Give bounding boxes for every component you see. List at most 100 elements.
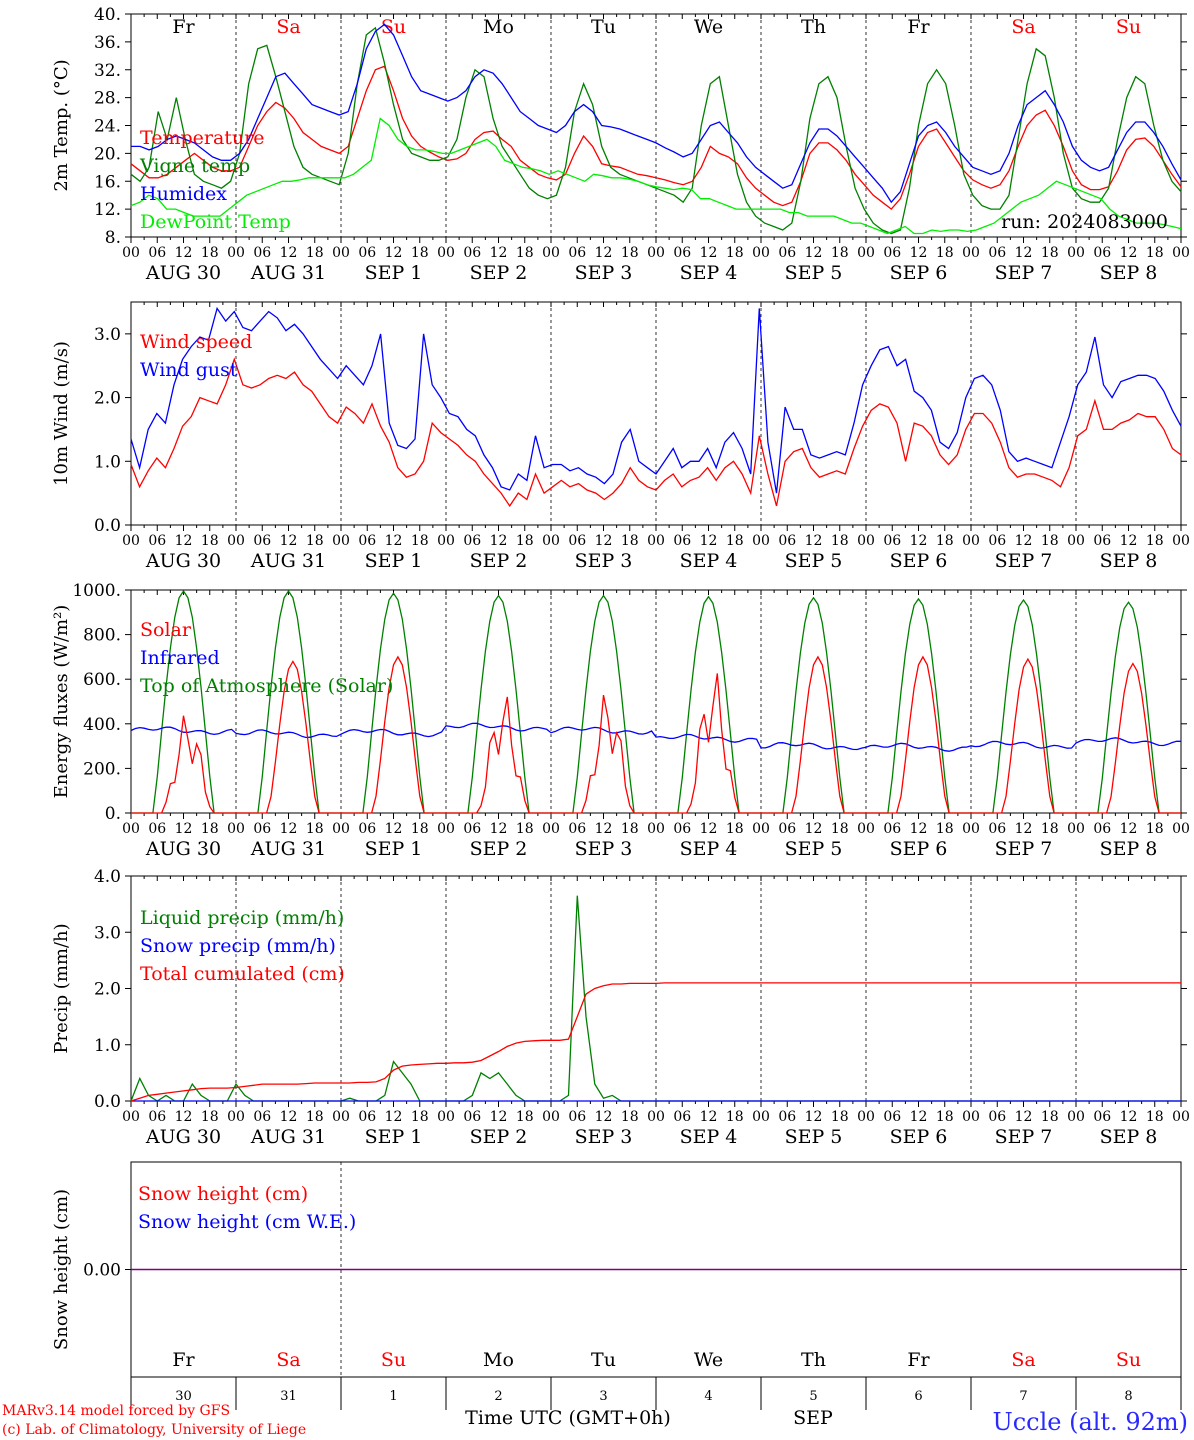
weekday-label: Mo bbox=[483, 16, 514, 38]
x-hour-label: 18 bbox=[936, 245, 954, 261]
y-tick-label: 4.0 bbox=[94, 867, 121, 887]
x-hour-label: 00 bbox=[857, 533, 875, 549]
x-hour-label: 06 bbox=[778, 245, 796, 261]
weekday-label: Su bbox=[381, 1349, 406, 1371]
x-hour-label: 00 bbox=[1067, 821, 1085, 837]
weekday-label: Sa bbox=[276, 1349, 300, 1371]
x-hour-label: 12 bbox=[385, 1109, 403, 1125]
x-hour-label: 12 bbox=[910, 245, 928, 261]
x-hour-label: 18 bbox=[306, 245, 324, 261]
weekday-label: Sa bbox=[1011, 16, 1035, 38]
x-day-number: 5 bbox=[809, 1389, 817, 1404]
x-hour-label: 06 bbox=[463, 245, 481, 261]
x-hour-label: 06 bbox=[463, 821, 481, 837]
x-hour-label: 18 bbox=[936, 1109, 954, 1125]
weekday-label: Tu bbox=[591, 1349, 616, 1371]
y-axis-label: 2m Temp. (°C) bbox=[51, 59, 72, 191]
x-hour-label: 18 bbox=[411, 1109, 429, 1125]
x-hour-label: 00 bbox=[962, 245, 980, 261]
x-hour-label: 12 bbox=[910, 533, 928, 549]
x-hour-label: 12 bbox=[385, 245, 403, 261]
x-day-label: AUG 30 bbox=[145, 550, 221, 572]
x-day-label: AUG 30 bbox=[145, 1126, 221, 1148]
x-hour-label: 18 bbox=[936, 821, 954, 837]
legend-entry: Snow height (cm W.E.) bbox=[138, 1211, 356, 1233]
y-tick-label: 28. bbox=[94, 89, 121, 109]
legend-entry: Wind gust bbox=[140, 359, 238, 381]
x-day-label: AUG 31 bbox=[250, 838, 326, 860]
x-hour-label: 00 bbox=[332, 533, 350, 549]
x-day-label: AUG 30 bbox=[145, 262, 221, 284]
x-hour-label: 18 bbox=[1041, 821, 1059, 837]
wind-series-line bbox=[130, 306, 1182, 494]
x-hour-label: 18 bbox=[306, 821, 324, 837]
x-hour-label: 12 bbox=[910, 821, 928, 837]
x-hour-label: 00 bbox=[1172, 821, 1190, 837]
x-hour-label: 12 bbox=[910, 1109, 928, 1125]
x-day-label: SEP 3 bbox=[575, 1126, 633, 1148]
x-hour-label: 00 bbox=[857, 245, 875, 261]
weekday-label: Fr bbox=[172, 1349, 195, 1371]
x-hour-label: 06 bbox=[673, 533, 691, 549]
weekday-label: Sa bbox=[276, 16, 300, 38]
x-day-label: SEP 5 bbox=[785, 262, 843, 284]
x-hour-label: 06 bbox=[988, 821, 1006, 837]
x-hour-label: 12 bbox=[385, 533, 403, 549]
x-hour-label: 00 bbox=[542, 1109, 560, 1125]
y-tick-label: 3.0 bbox=[94, 923, 121, 943]
x-hour-label: 06 bbox=[358, 533, 376, 549]
y-tick-label: 3.0 bbox=[94, 325, 121, 345]
precip-series-line bbox=[130, 982, 1181, 1102]
x-hour-label: 00 bbox=[122, 533, 140, 549]
x-hour-label: 06 bbox=[148, 245, 166, 261]
x-hour-label: 06 bbox=[148, 821, 166, 837]
x-hour-label: 12 bbox=[1015, 1109, 1033, 1125]
x-day-label: SEP 5 bbox=[785, 838, 843, 860]
x-hour-label: 12 bbox=[280, 1109, 298, 1125]
x-month-label: SEP bbox=[793, 1407, 833, 1429]
x-hour-label: 00 bbox=[227, 533, 245, 549]
x-day-number: 4 bbox=[704, 1389, 712, 1404]
x-hour-label: 18 bbox=[1041, 533, 1059, 549]
x-hour-label: 00 bbox=[227, 821, 245, 837]
x-day-label: SEP 3 bbox=[575, 838, 633, 860]
infrared-line bbox=[130, 722, 1181, 752]
x-day-label: SEP 1 bbox=[365, 262, 423, 284]
x-hour-label: 18 bbox=[831, 533, 849, 549]
x-hour-label: 12 bbox=[1120, 245, 1138, 261]
weekday-label: Fr bbox=[907, 1349, 930, 1371]
x-day-number: 7 bbox=[1019, 1389, 1027, 1404]
x-hour-label: 06 bbox=[1093, 1109, 1111, 1125]
y-tick-label: 1000. bbox=[72, 581, 121, 601]
x-hour-label: 00 bbox=[1067, 533, 1085, 549]
x-hour-label: 12 bbox=[1120, 821, 1138, 837]
x-hour-label: 18 bbox=[1146, 533, 1164, 549]
x-hour-label: 00 bbox=[1172, 1109, 1190, 1125]
x-hour-label: 06 bbox=[988, 533, 1006, 549]
x-hour-label: 00 bbox=[962, 821, 980, 837]
x-hour-label: 12 bbox=[805, 1109, 823, 1125]
y-tick-label: 36. bbox=[94, 33, 121, 53]
x-hour-label: 00 bbox=[962, 533, 980, 549]
y-tick-label: 2.0 bbox=[94, 389, 121, 409]
x-day-label: SEP 1 bbox=[365, 1126, 423, 1148]
y-tick-label: 1.0 bbox=[94, 1036, 121, 1056]
x-hour-label: 00 bbox=[437, 1109, 455, 1125]
x-day-label: SEP 7 bbox=[995, 1126, 1053, 1148]
x-day-label: AUG 30 bbox=[145, 838, 221, 860]
x-hour-label: 12 bbox=[595, 821, 613, 837]
x-hour-label: 12 bbox=[280, 533, 298, 549]
y-tick-label: 0.0 bbox=[94, 1092, 121, 1112]
legend-entry: Snow precip (mm/h) bbox=[140, 935, 336, 957]
x-hour-label: 12 bbox=[490, 533, 508, 549]
x-hour-label: 12 bbox=[280, 821, 298, 837]
x-hour-label: 06 bbox=[883, 245, 901, 261]
temp-series-line bbox=[130, 65, 1182, 210]
x-hour-label: 06 bbox=[568, 245, 586, 261]
x-hour-label: 00 bbox=[437, 821, 455, 837]
legend-entry: Top of Atmosphere (Solar) bbox=[140, 675, 393, 697]
wind-series-line bbox=[130, 357, 1182, 508]
legend-entry: Vigne temp bbox=[139, 155, 250, 177]
x-hour-label: 00 bbox=[1067, 245, 1085, 261]
